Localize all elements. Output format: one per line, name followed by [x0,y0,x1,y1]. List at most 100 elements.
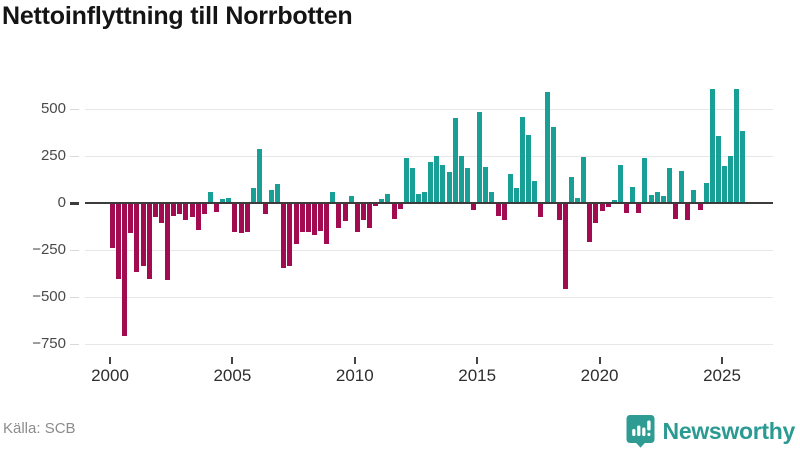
y-tick-mark [70,202,79,206]
bar-positive [489,191,495,203]
y-tick-label: 0 [57,194,66,212]
bar-positive [715,135,721,203]
bar-negative [373,204,379,207]
bar-positive [440,164,446,203]
bar-positive [575,197,581,203]
y-axis-labels: 500 250 0 −250 −500 −750 [0,0,66,450]
bar-negative [281,204,287,269]
bar-negative [110,204,115,249]
bar-negative [318,204,324,231]
bar-positive [654,191,660,203]
bar-positive [464,168,470,203]
bar-negative [593,204,599,224]
bar-negative [134,204,140,272]
bar-negative [152,204,158,218]
bar-positive [385,193,391,203]
bar-negative [122,204,128,336]
y-tick-label: −250 [32,241,66,259]
bar-negative [599,204,605,211]
bar-negative [587,204,593,242]
bar-negative [146,204,152,280]
bar-positive [703,182,709,203]
brand-name: Newsworthy [662,417,796,444]
bar-negative [177,204,183,214]
y-tick-mark [70,250,79,252]
bar-negative [360,204,366,221]
bar-negative [367,204,373,228]
bar-positive [226,197,232,203]
bar-negative [165,204,171,281]
gridline [85,297,773,299]
bar-negative [636,204,642,213]
bar-positive [526,134,532,203]
bar-negative [293,204,299,244]
y-tick-mark [70,109,79,111]
bar-negative [311,204,317,236]
bar-negative [624,204,630,213]
bar-negative [685,204,691,221]
bar-positive [691,190,697,203]
bar-positive [740,130,746,203]
bar-positive [250,188,256,203]
bar-positive [348,195,354,203]
newsworthy-badge-icon [626,414,655,448]
brand-logo: Newsworthy [626,413,795,449]
bar-negative [556,204,562,221]
bar-positive [330,191,336,203]
bar-negative [189,204,195,217]
bar-positive [728,156,734,203]
y-tick-label: 500 [40,100,66,118]
x-tick-label: 2000 [91,366,129,385]
bar-positive [513,188,519,203]
bar-negative [263,204,268,214]
source-note: Källa: SCB [3,420,76,437]
bar-positive [544,92,550,203]
bar-negative [471,204,477,210]
bar-negative [605,204,611,208]
bar-negative [238,204,244,234]
bar-negative [128,204,134,234]
bar-positive [507,174,513,203]
bar-negative [697,204,703,210]
bar-positive [666,168,672,203]
x-tick-mark [231,357,234,364]
bar-negative [562,204,568,289]
bar-positive [532,180,538,203]
bar-negative [538,204,544,217]
bar-positive [275,183,281,203]
bar-negative [116,204,122,280]
bar-positive [409,168,415,203]
bar-positive [256,148,262,203]
bar-negative [214,204,220,212]
y-tick-label: −500 [32,288,66,306]
y-tick-mark [70,344,79,346]
bar-negative [158,204,164,224]
bar-positive [630,187,636,203]
bar-negative [183,204,189,221]
bar-positive [452,117,458,203]
y-tick-label: 250 [40,147,66,165]
plot-area [85,85,773,355]
bar-positive [207,191,213,203]
bar-positive [379,198,385,203]
bar-negative [354,204,360,233]
bar-negative [501,204,507,221]
bar-positive [269,190,275,203]
bar-positive [416,193,421,203]
bar-negative [495,204,501,216]
bar-positive [428,161,434,203]
gridline [85,109,773,111]
bar-positive [709,88,715,203]
bar-negative [201,204,207,214]
x-tick-mark [721,357,723,364]
bar-positive [660,195,666,203]
bar-positive [477,112,483,203]
bar-positive [434,156,440,203]
bar-negative [299,204,305,232]
bar-negative [324,204,330,244]
x-tick-label: 2015 [458,366,497,385]
x-tick-mark [476,357,479,364]
bar-positive [648,194,654,203]
y-tick-mark [70,297,79,299]
chart-title: Nettoinflyttning till Norrbotten [2,2,353,30]
